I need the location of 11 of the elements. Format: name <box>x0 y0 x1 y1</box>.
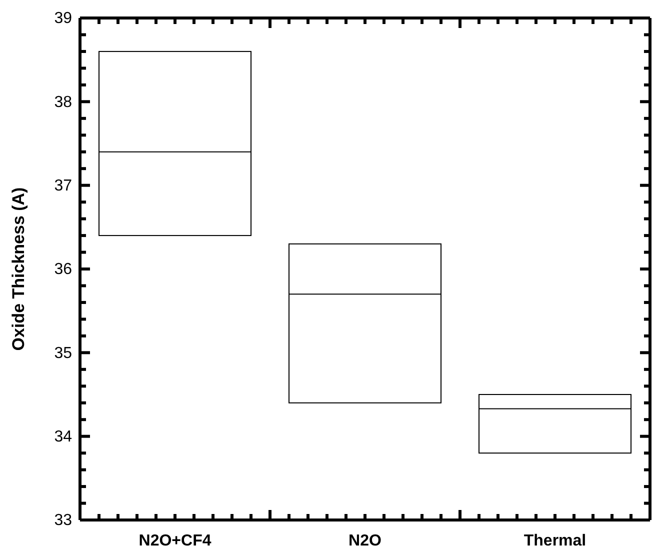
y-axis-title: Oxide Thickness (A) <box>9 187 28 351</box>
x-tick-label: N2O+CF4 <box>138 532 212 550</box>
x-tick-label: N2O <box>348 532 382 550</box>
y-tick-label: 35 <box>54 344 72 362</box>
y-tick-label: 38 <box>54 94 72 111</box>
x-tick-label: Thermal <box>524 532 586 550</box>
y-tick-label: 37 <box>54 177 72 194</box>
y-tick-label: 33 <box>54 512 72 530</box>
y-tick-label: 39 <box>54 10 72 28</box>
y-tick-label: 34 <box>54 428 72 446</box>
y-tick-label: 36 <box>54 261 72 278</box>
